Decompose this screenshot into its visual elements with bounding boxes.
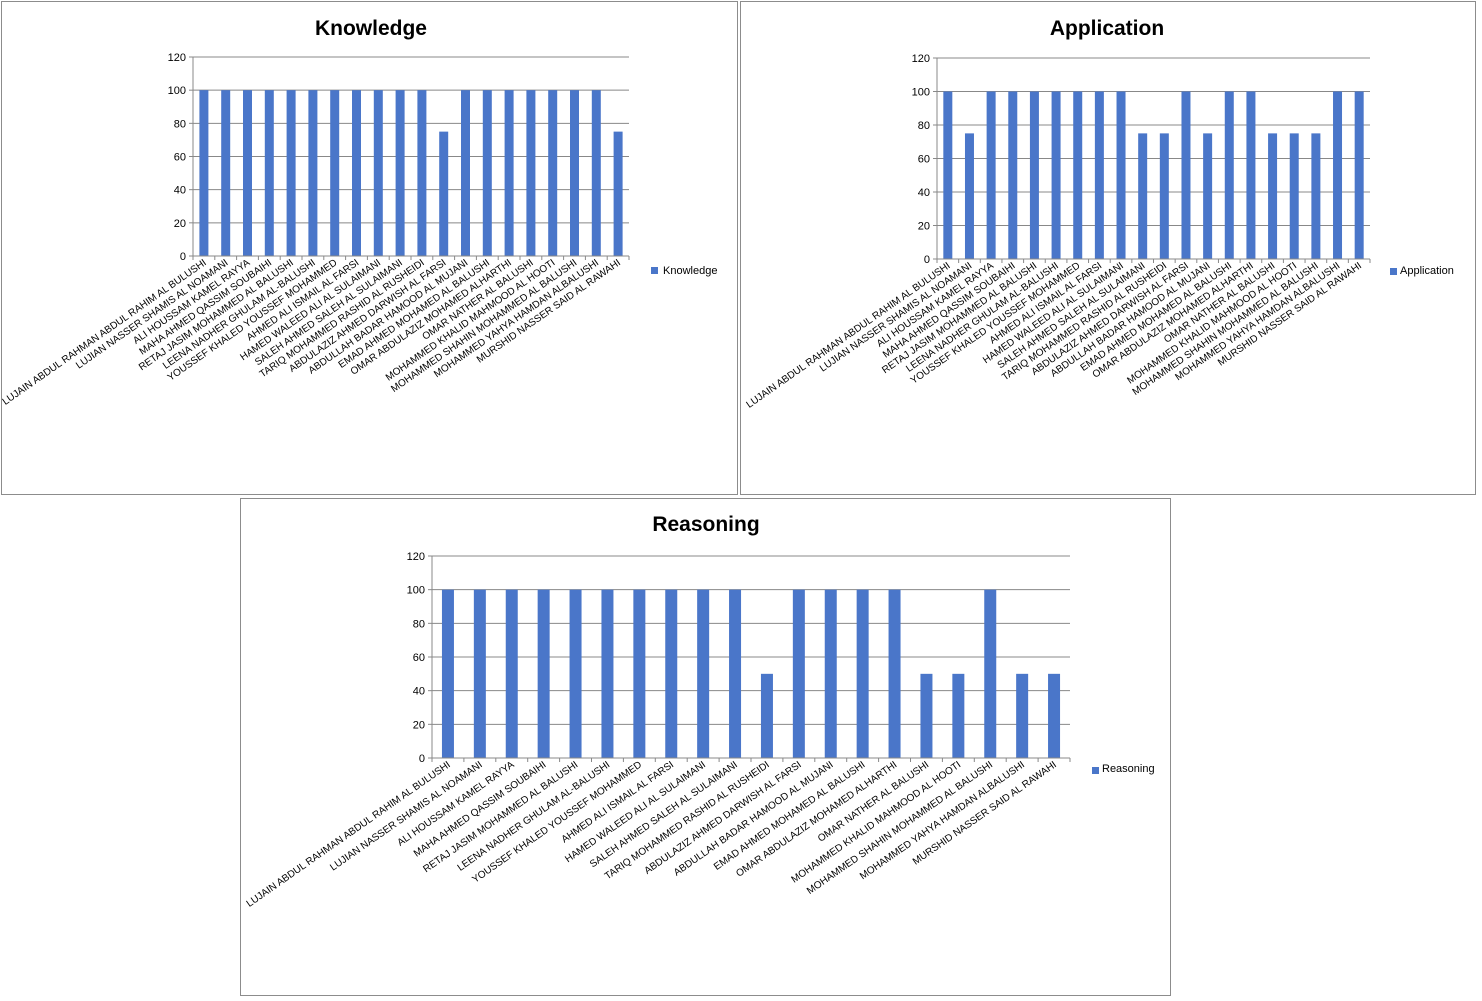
bar bbox=[792, 589, 805, 758]
bar bbox=[986, 91, 996, 259]
bar bbox=[1333, 91, 1343, 259]
y-tick-label: 20 bbox=[413, 719, 425, 731]
knowledge-chart: Knowledge Knowledge 020406080100120LUJAI… bbox=[2, 17, 717, 408]
y-tick-label: 20 bbox=[174, 218, 186, 230]
bar bbox=[537, 589, 550, 758]
bar bbox=[461, 90, 470, 257]
y-tick-label: 80 bbox=[174, 118, 186, 130]
y-tick-label: 0 bbox=[419, 753, 425, 765]
chart-title: Application bbox=[1050, 17, 1164, 40]
bar bbox=[221, 90, 231, 257]
bar bbox=[1354, 91, 1364, 259]
knowledge-chart-panel: Knowledge Knowledge 0 20 40 60 80 100 120 LUJAI… bbox=[1, 1, 738, 495]
y-tick-label: 0 bbox=[180, 251, 186, 263]
bar bbox=[505, 589, 518, 758]
y-tick-label: 80 bbox=[918, 120, 930, 132]
bar bbox=[984, 589, 997, 758]
y-tick-label: 60 bbox=[918, 154, 930, 166]
bar bbox=[920, 673, 933, 758]
bar bbox=[1246, 91, 1256, 259]
bar bbox=[286, 90, 296, 257]
bar bbox=[330, 90, 340, 257]
bar bbox=[243, 90, 252, 257]
bar bbox=[441, 589, 454, 758]
bar bbox=[601, 589, 614, 758]
y-tick-label: 40 bbox=[918, 187, 930, 199]
bar bbox=[729, 589, 742, 758]
bar bbox=[1116, 91, 1126, 259]
y-tick-label: 120 bbox=[168, 52, 186, 64]
bar bbox=[1203, 133, 1213, 259]
bar bbox=[1289, 133, 1299, 259]
bar bbox=[591, 90, 601, 257]
bar bbox=[1008, 91, 1018, 259]
bar bbox=[665, 589, 678, 758]
legend-swatch bbox=[651, 267, 658, 274]
bar bbox=[1051, 91, 1061, 259]
y-tick-label: 120 bbox=[912, 53, 930, 65]
bar bbox=[964, 133, 974, 259]
bar bbox=[760, 673, 773, 758]
bar bbox=[1181, 91, 1191, 259]
application-chart: Application Application 020406080100120L… bbox=[745, 17, 1454, 411]
bar bbox=[482, 90, 492, 257]
y-tick-label: 80 bbox=[413, 618, 425, 630]
bar bbox=[548, 90, 558, 257]
bar bbox=[1094, 91, 1104, 259]
bar bbox=[824, 589, 837, 758]
bar bbox=[856, 589, 869, 758]
bar bbox=[1224, 91, 1234, 259]
bar bbox=[395, 90, 405, 257]
bar bbox=[1268, 133, 1278, 259]
y-tick-label: 60 bbox=[413, 652, 425, 664]
bar bbox=[888, 589, 901, 758]
bar bbox=[1073, 91, 1083, 259]
bar bbox=[439, 131, 449, 256]
bar bbox=[952, 673, 965, 758]
y-tick-label: 0 bbox=[924, 254, 930, 266]
legend-label: Application bbox=[1400, 265, 1454, 277]
bar bbox=[308, 90, 318, 257]
chart-title: Reasoning bbox=[652, 513, 759, 536]
reasoning-chart-panel: Reasoning Reasoning 0 20 40 60 80 100 120 LUJAI… bbox=[240, 498, 1171, 996]
bar bbox=[504, 90, 514, 257]
bar bbox=[526, 90, 536, 257]
bar bbox=[570, 90, 579, 257]
legend-swatch bbox=[1390, 268, 1397, 275]
bar bbox=[1159, 133, 1169, 259]
legend-label: Reasoning bbox=[1102, 763, 1155, 775]
bar bbox=[1016, 673, 1029, 758]
chart-title: Knowledge bbox=[315, 17, 427, 40]
y-tick-label: 120 bbox=[407, 551, 425, 563]
bar bbox=[943, 91, 953, 259]
legend-swatch bbox=[1092, 767, 1099, 774]
bar bbox=[199, 90, 209, 257]
y-tick-label: 60 bbox=[174, 152, 186, 164]
y-tick-label: 100 bbox=[912, 87, 930, 99]
bar bbox=[473, 589, 486, 758]
y-tick-label: 40 bbox=[174, 185, 186, 197]
application-chart-panel: Application Application 0 20 40 60 80 100 120 L… bbox=[740, 1, 1476, 495]
bar bbox=[633, 589, 646, 758]
y-tick-label: 40 bbox=[413, 686, 425, 698]
legend-label: Knowledge bbox=[663, 265, 717, 277]
bar bbox=[352, 90, 361, 257]
bar bbox=[613, 131, 623, 256]
bar bbox=[697, 589, 710, 758]
bar bbox=[264, 90, 274, 257]
bar bbox=[1048, 673, 1061, 758]
bar bbox=[417, 90, 427, 257]
bar bbox=[373, 90, 383, 257]
bar bbox=[569, 589, 582, 758]
bar bbox=[1311, 133, 1321, 259]
y-tick-label: 100 bbox=[168, 85, 186, 97]
bar bbox=[1138, 133, 1148, 259]
y-tick-label: 20 bbox=[918, 221, 930, 233]
reasoning-chart: Reasoning Reasoning 020406080100120LUJAI… bbox=[245, 513, 1155, 910]
y-tick-label: 100 bbox=[407, 585, 425, 597]
bar bbox=[1029, 91, 1039, 259]
